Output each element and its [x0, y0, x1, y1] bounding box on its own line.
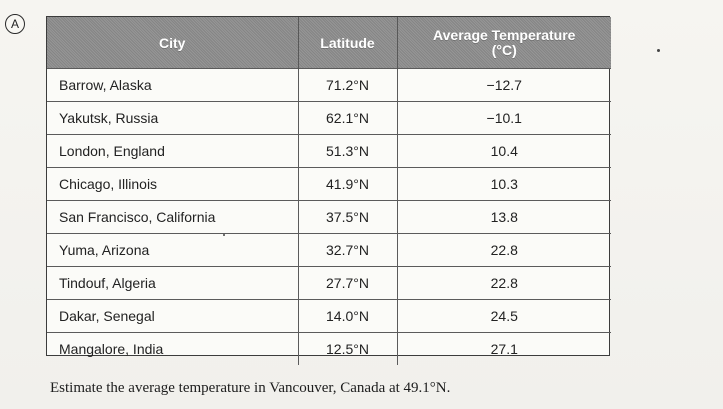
table-row: Mangalore, India 12.5°N 27.1 [47, 332, 611, 365]
temperature-cell: 10.3 [397, 167, 611, 201]
city-cell: Mangalore, India [47, 332, 299, 365]
table-row: London, England 51.3°N 10.4 [47, 134, 611, 168]
table-header: City Latitude Average Temperature (°C) [47, 17, 611, 69]
speck-mark [657, 49, 660, 52]
column-header-average-temperature: Average Temperature (°C) [397, 17, 611, 69]
latitude-cell: 14.0°N [298, 299, 398, 333]
city-cell: Yuma, Arizona [47, 233, 299, 267]
table-row: Tindouf, Algeria 27.7°N 22.8 [47, 266, 611, 300]
latitude-cell: 32.7°N [298, 233, 398, 267]
city-cell: Dakar, Senegal [47, 299, 299, 333]
city-cell: Yakutsk, Russia [47, 101, 299, 135]
table-row: Dakar, Senegal 14.0°N 24.5 [47, 299, 611, 333]
city-cell: Barrow, Alaska [47, 68, 299, 102]
temperature-cell: 10.4 [397, 134, 611, 168]
city-cell: Chicago, Illinois [47, 167, 299, 201]
temperature-cell: 27.1 [397, 332, 611, 365]
header-row: City Latitude Average Temperature (°C) [47, 17, 611, 69]
latitude-cell: 37.5°N [298, 200, 398, 234]
temperature-cell: 13.8 [397, 200, 611, 234]
city-cell: London, England [47, 134, 299, 168]
latitude-cell: 71.2°N [298, 68, 398, 102]
speck-mark [223, 234, 225, 236]
latitude-cell: 51.3°N [298, 134, 398, 168]
table-row: Barrow, Alaska 71.2°N −12.7 [47, 68, 611, 102]
temperature-cell: 22.8 [397, 233, 611, 267]
data-table: City Latitude Average Temperature (°C) B… [47, 17, 611, 365]
latitude-cell: 62.1°N [298, 101, 398, 135]
section-marker: A [5, 14, 25, 34]
table-row: Chicago, Illinois 41.9°N 10.3 [47, 167, 611, 201]
section-marker-label: A [10, 17, 19, 31]
column-header-average-temperature-line-2: (°C) [491, 42, 517, 58]
column-header-city: City [47, 17, 299, 69]
latitude-cell: 27.7°N [298, 266, 398, 300]
table-row: Yakutsk, Russia 62.1°N −10.1 [47, 101, 611, 135]
temperature-table: City Latitude Average Temperature (°C) B… [46, 16, 611, 365]
latitude-cell: 41.9°N [298, 167, 398, 201]
latitude-cell: 12.5°N [298, 332, 398, 365]
temperature-cell: 24.5 [397, 299, 611, 333]
city-cell: San Francisco, California [47, 200, 299, 234]
column-header-latitude: Latitude [298, 17, 398, 69]
temperature-cell: −12.7 [397, 68, 611, 102]
question-caption: Estimate the average temperature in Vanc… [50, 380, 451, 396]
table-row: Yuma, Arizona 32.7°N 22.8 [47, 233, 611, 267]
temperature-cell: −10.1 [397, 101, 611, 135]
table-body: Barrow, Alaska 71.2°N −12.7 Yakutsk, Rus… [47, 68, 611, 365]
table-row: San Francisco, California 37.5°N 13.8 [47, 200, 611, 234]
column-header-average-temperature-line-1: Average Temperature [433, 26, 576, 43]
city-cell: Tindouf, Algeria [47, 266, 299, 300]
temperature-cell: 22.8 [397, 266, 611, 300]
